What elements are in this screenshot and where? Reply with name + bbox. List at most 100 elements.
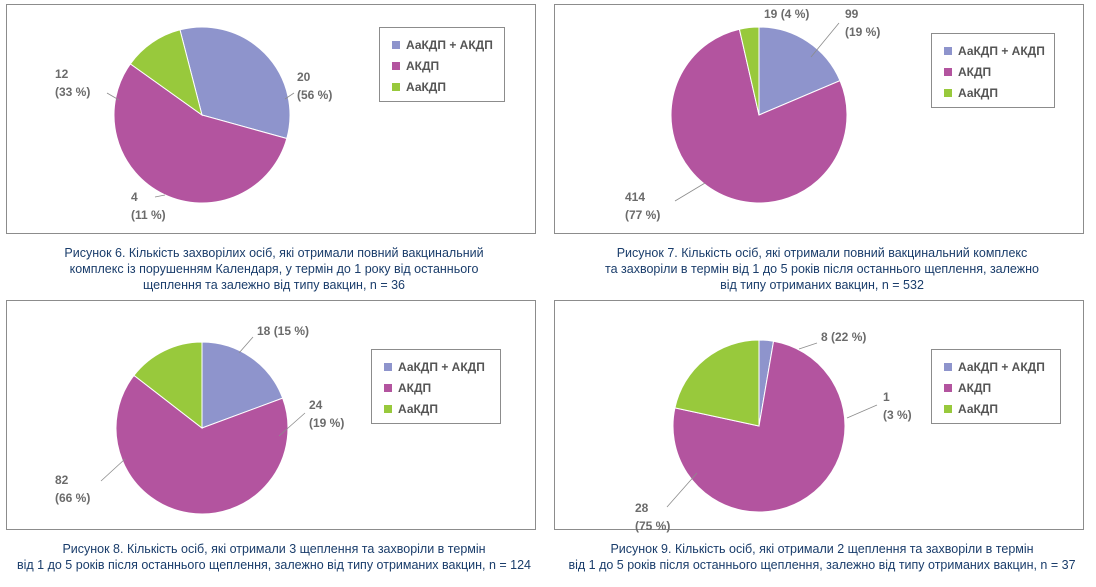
data-label-percent: (3 %) [883,408,912,422]
chart-caption-fig9: Рисунок 9. Кількість осіб, які отримали … [548,541,1096,573]
legend-swatch [392,82,400,91]
legend-swatch [384,404,392,413]
legend-swatch [944,362,952,371]
chart-legend: АаКДП + АКДП АКДП АаКДП [931,349,1061,424]
legend-label: АаКДП [958,401,998,416]
data-label-value: 99 [845,7,859,21]
caption-line: Рисунок 7. Кількість осіб, які отримали … [616,246,1028,260]
pie-slice-akdp [670,28,848,204]
chart-caption-fig7: Рисунок 7. Кількість осіб, які отримали … [548,245,1096,293]
data-label-value: 20 [297,70,311,84]
pie-slice-aakdp [674,339,760,427]
data-label-value: 4 [131,190,138,204]
pie-slice-akdp [113,63,288,204]
leader-line [798,342,818,350]
legend-label: АаКДП + АКДП [958,43,1045,58]
leader-line [100,458,126,482]
chart-legend: АаКДП + АКДП АКДП АаКДП [931,33,1055,108]
chart-caption-fig8: Рисунок 8. Кількість осіб, які отримали … [0,541,548,573]
legend-swatch [384,383,392,392]
legend-item: АКДП [384,377,490,398]
legend-swatch [392,61,400,70]
chart-frame: 99 (19 %) 414 (77 %) 19 (4 %) АаКДП + АКДП АК… [554,4,1084,234]
legend-item: АаКДП + АКДП [392,34,494,55]
leader-line [666,472,698,508]
chart-frame: 24 (19 %) 82 (66 %) 18 (15 %) АаКДП + АКДП АК… [6,300,536,530]
legend-item: АаКДП [392,76,494,97]
data-label-value: 28 [635,501,649,515]
leader-line [846,404,878,419]
caption-line: Рисунок 9. Кількість осіб, які отримали … [610,542,1034,556]
pie-slice-akdp [115,374,289,515]
pie-chart-fig7: 99 (19 %) 414 (77 %) 19 (4 %) [625,7,880,222]
legend-label: АКДП [958,380,992,395]
caption-line: від 1 до 5 років після останнього щеплен… [16,558,531,572]
data-label-value: 12 [55,67,69,81]
legend-label: АаКДП [406,79,446,94]
leader-line [674,182,706,202]
legend-swatch [384,362,392,371]
data-label-value: 19 (4 %) [764,7,809,21]
pie-slice-aakdp-akdp [201,341,284,429]
chart-frame: 1 (3 %) 28 (75 %) 8 (22 %) АаКДП + АКДП АКДП А… [554,300,1084,533]
legend-label: АаКДП [958,85,998,100]
legend-label: АаКДП + АКДП [958,359,1045,374]
leader-line [810,22,840,58]
legend-label: АКДП [398,380,432,395]
data-label-value: 18 (15 %) [257,324,309,338]
chart-panel-fig8: 24 (19 %) 82 (66 %) 18 (15 %) АаКДП + АКДП АК… [0,296,548,587]
data-label-percent: (75 %) [635,519,670,533]
data-label-value: 8 (22 %) [821,330,866,344]
data-label-percent: (56 %) [297,88,332,102]
caption-line: від 1 до 5 років після останнього щеплен… [568,558,1076,572]
data-label-value: 1 [883,390,890,404]
legend-label: АКДП [406,58,440,73]
pie-chart-fig8: 24 (19 %) 82 (66 %) 18 (15 %) [55,324,344,515]
data-label-percent: (66 %) [55,491,90,505]
pie-chart-fig6: 12 (33 %) 20 (56 %) 4 (11 %) [55,26,332,222]
legend-label: АаКДП [398,401,438,416]
leader-line [284,92,295,100]
legend-swatch [944,404,952,413]
pie-slice-aakdp [129,29,203,117]
data-label-value: 24 [309,398,323,412]
caption-line: Рисунок 6. Кількість захворілих осіб, як… [64,246,484,260]
data-label-percent: (19 %) [845,25,880,39]
data-label-percent: (77 %) [625,208,660,222]
chart-panel-fig9: 1 (3 %) 28 (75 %) 8 (22 %) АаКДП + АКДП АКДП А… [548,296,1096,587]
legend-label: АаКДП + АКДП [406,37,493,52]
chart-panel-fig6: 12 (33 %) 20 (56 %) 4 (11 %) АаКДП + АКДП АКДП… [0,0,548,293]
leader-line [238,336,254,354]
legend-swatch [944,88,952,97]
legend-swatch [944,67,952,76]
caption-line: Рисунок 8. Кількість осіб, які отримали … [62,542,486,556]
legend-item: АаКДП [944,82,1044,103]
data-label-value: 414 [625,190,645,204]
leader-line [278,412,306,437]
pie-slice-aakdp [738,26,760,116]
data-label-percent: (11 %) [131,208,166,222]
data-label-percent: (19 %) [309,416,344,430]
data-label-percent: (4 %) [781,7,810,21]
caption-line: від типу отриманих вакцин, n = 532 [720,278,924,292]
pie-chart-fig9: 1 (3 %) 28 (75 %) 8 (22 %) [635,330,912,533]
caption-line: комплекс із порушенням Календаря, у терм… [69,262,479,276]
caption-line: щеплення та залежно від типу вакцин, n =… [142,278,406,292]
chart-caption-fig6: Рисунок 6. Кількість захворілих осіб, як… [0,245,548,293]
pie-slice-akdp [672,340,846,513]
leader-line [106,92,120,101]
legend-swatch [944,46,952,55]
legend-item: АаКДП + АКДП [944,356,1050,377]
data-label-percent: (15 %) [274,324,309,338]
leader-line [154,194,166,198]
legend-item: АаКДП + АКДП [944,40,1045,61]
legend-item: АКДП [944,61,1044,82]
legend-item: АаКДП + АКДП [384,356,490,377]
legend-swatch [392,40,400,49]
legend-item: АКДП [392,55,494,76]
pie-slice-aakdp [133,341,203,430]
legend-item: АаКДП [944,398,1050,419]
caption-line: та захворіли в термін від 1 до 5 років п… [605,262,1039,276]
pie-slice-aakdp-akdp [758,26,841,116]
legend-swatch [944,383,952,392]
